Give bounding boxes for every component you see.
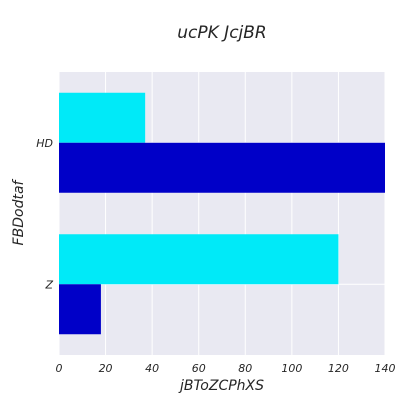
x-tick-label: 120	[328, 362, 349, 375]
bar-z-series-2	[59, 284, 101, 335]
x-tick-label: 100	[281, 362, 302, 375]
chart-title: ucPK JcjBR	[177, 23, 266, 43]
y-tick-label: Z	[44, 278, 53, 291]
x-tick-label: 80	[238, 362, 252, 375]
x-tick-label: 20	[99, 362, 113, 375]
x-tick-label: 40	[145, 362, 159, 375]
y-axis-ticks: HD Z	[36, 137, 53, 292]
bar-hd-series-1	[59, 92, 146, 143]
x-tick-label: 0	[56, 362, 63, 375]
bar-hd-series-2	[59, 142, 385, 193]
y-axis-label: FBDodtaf	[11, 178, 27, 245]
x-tick-label: 140	[375, 362, 396, 375]
x-axis-ticks: 0 20 40 60 80 100 120 140	[56, 362, 396, 375]
x-axis-label: jBToZCPhXS	[178, 378, 264, 394]
bar-z-series-1	[59, 234, 339, 285]
y-tick-label: HD	[36, 137, 53, 150]
x-tick-label: 60	[192, 362, 206, 375]
bars	[59, 92, 385, 335]
